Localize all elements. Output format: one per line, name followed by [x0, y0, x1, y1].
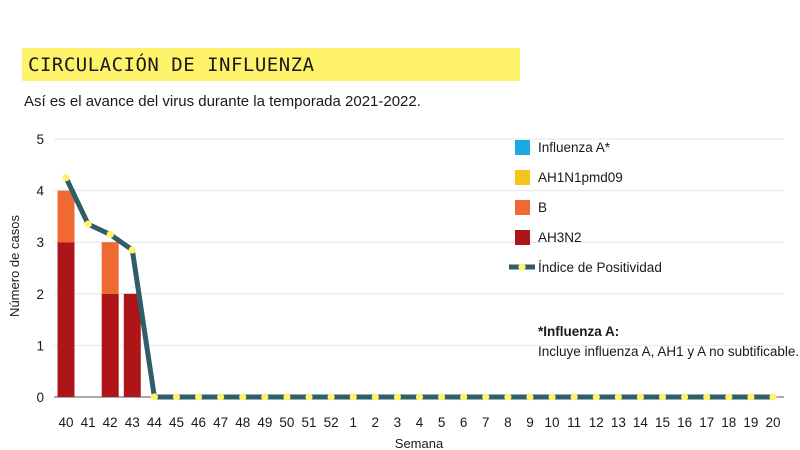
positivity-point	[592, 393, 600, 401]
bar-ah3n2	[101, 293, 119, 397]
x-tick-label: 43	[125, 415, 140, 430]
chart-subtitle: Así es el avance del virus durante la te…	[24, 93, 421, 110]
x-tick-label: 50	[279, 415, 294, 430]
positivity-point	[415, 393, 424, 401]
x-tick-label: 20	[765, 415, 780, 430]
x-tick-label: 19	[743, 415, 758, 430]
x-tick-label: 48	[235, 415, 250, 430]
positivity-point	[658, 393, 667, 401]
positivity-point	[172, 393, 181, 401]
positivity-point	[217, 393, 225, 401]
positivity-point	[349, 393, 357, 401]
legend-label: Influenza A*	[538, 140, 611, 155]
positivity-point	[128, 246, 136, 254]
x-tick-label: 8	[504, 415, 512, 430]
positivity-point	[437, 393, 446, 401]
x-tick-label: 51	[302, 415, 317, 430]
x-tick-label: 40	[58, 415, 73, 430]
legend-swatch	[515, 140, 530, 155]
y-tick-label: 0	[36, 390, 44, 405]
positivity-point	[239, 393, 247, 401]
legend-label: B	[538, 200, 547, 215]
x-tick-label: 3	[394, 415, 402, 430]
positivity-point	[106, 230, 114, 239]
bar-ah3n2	[57, 242, 75, 397]
chart-title: CIRCULACIÓN DE INFLUENZA	[28, 54, 315, 76]
y-axis-label: Número de casos	[7, 215, 22, 317]
y-tick-label: 3	[36, 235, 44, 250]
legend-label: Índice de Positividad	[538, 260, 662, 275]
x-tick-label: 17	[699, 415, 714, 430]
positivity-point	[681, 393, 689, 401]
x-tick-label: 49	[257, 415, 272, 430]
positivity-point	[526, 393, 534, 401]
footnote-title: *Influenza A:	[538, 324, 620, 339]
x-tick-label: 1	[349, 415, 357, 430]
positivity-point	[614, 393, 622, 401]
footnote: *Influenza A: Incluye influenza A, AH1 y…	[538, 322, 799, 362]
x-tick-label: 4	[416, 415, 424, 430]
x-tick-label: 45	[169, 415, 184, 430]
bar-b	[57, 190, 75, 243]
legend-swatch	[515, 170, 530, 185]
legend-line-marker	[518, 263, 526, 271]
y-tick-label: 5	[36, 132, 44, 147]
positivity-point	[327, 393, 335, 401]
x-tick-label: 6	[460, 415, 468, 430]
positivity-point	[194, 393, 203, 401]
positivity-point	[703, 393, 711, 401]
positivity-point	[62, 174, 70, 182]
positivity-point	[482, 393, 490, 401]
positivity-point	[393, 393, 402, 401]
positivity-point	[371, 393, 379, 401]
positivity-point	[460, 393, 468, 401]
positivity-point	[747, 393, 755, 401]
positivity-point	[261, 393, 269, 401]
positivity-point	[636, 393, 645, 401]
bar-b	[101, 242, 119, 294]
x-tick-label: 2	[372, 415, 380, 430]
x-tick-label: 42	[103, 415, 118, 430]
positivity-point	[305, 393, 313, 401]
y-tick-label: 2	[36, 287, 44, 302]
positivity-point	[769, 393, 777, 401]
x-tick-label: 10	[545, 415, 560, 430]
x-tick-label: 13	[611, 415, 626, 430]
legend-swatch	[515, 230, 530, 245]
legend-label: AH3N2	[538, 230, 582, 245]
x-tick-label: 46	[191, 415, 206, 430]
x-tick-label: 9	[526, 415, 534, 430]
x-tick-label: 41	[81, 415, 96, 430]
positivity-point	[570, 393, 578, 401]
x-tick-label: 18	[721, 415, 736, 430]
legend-swatch	[515, 200, 530, 215]
x-tick-label: 5	[438, 415, 446, 430]
footnote-text: Incluye influenza A, AH1 y A no subtific…	[538, 344, 800, 359]
x-axis-label: Semana	[395, 436, 444, 450]
positivity-point	[84, 220, 92, 228]
positivity-point	[725, 393, 733, 401]
x-tick-label: 12	[589, 415, 604, 430]
x-tick-label: 16	[677, 415, 692, 430]
x-tick-label: 14	[633, 415, 649, 430]
y-tick-label: 1	[36, 338, 44, 353]
positivity-point	[150, 393, 158, 401]
x-tick-label: 52	[324, 415, 339, 430]
x-tick-label: 44	[147, 415, 163, 430]
positivity-line	[63, 176, 773, 400]
x-tick-label: 15	[655, 415, 670, 430]
title-banner: CIRCULACIÓN DE INFLUENZA	[22, 48, 520, 81]
positivity-point	[548, 393, 556, 401]
x-tick-label: 7	[482, 415, 490, 430]
positivity-point	[283, 393, 291, 401]
positivity-point	[504, 393, 512, 401]
x-tick-label: 47	[213, 415, 228, 430]
bar-ah3n2	[123, 293, 141, 397]
legend-label: AH1N1pmd09	[538, 170, 623, 185]
x-tick-label: 11	[567, 415, 581, 430]
y-tick-label: 4	[36, 184, 44, 199]
